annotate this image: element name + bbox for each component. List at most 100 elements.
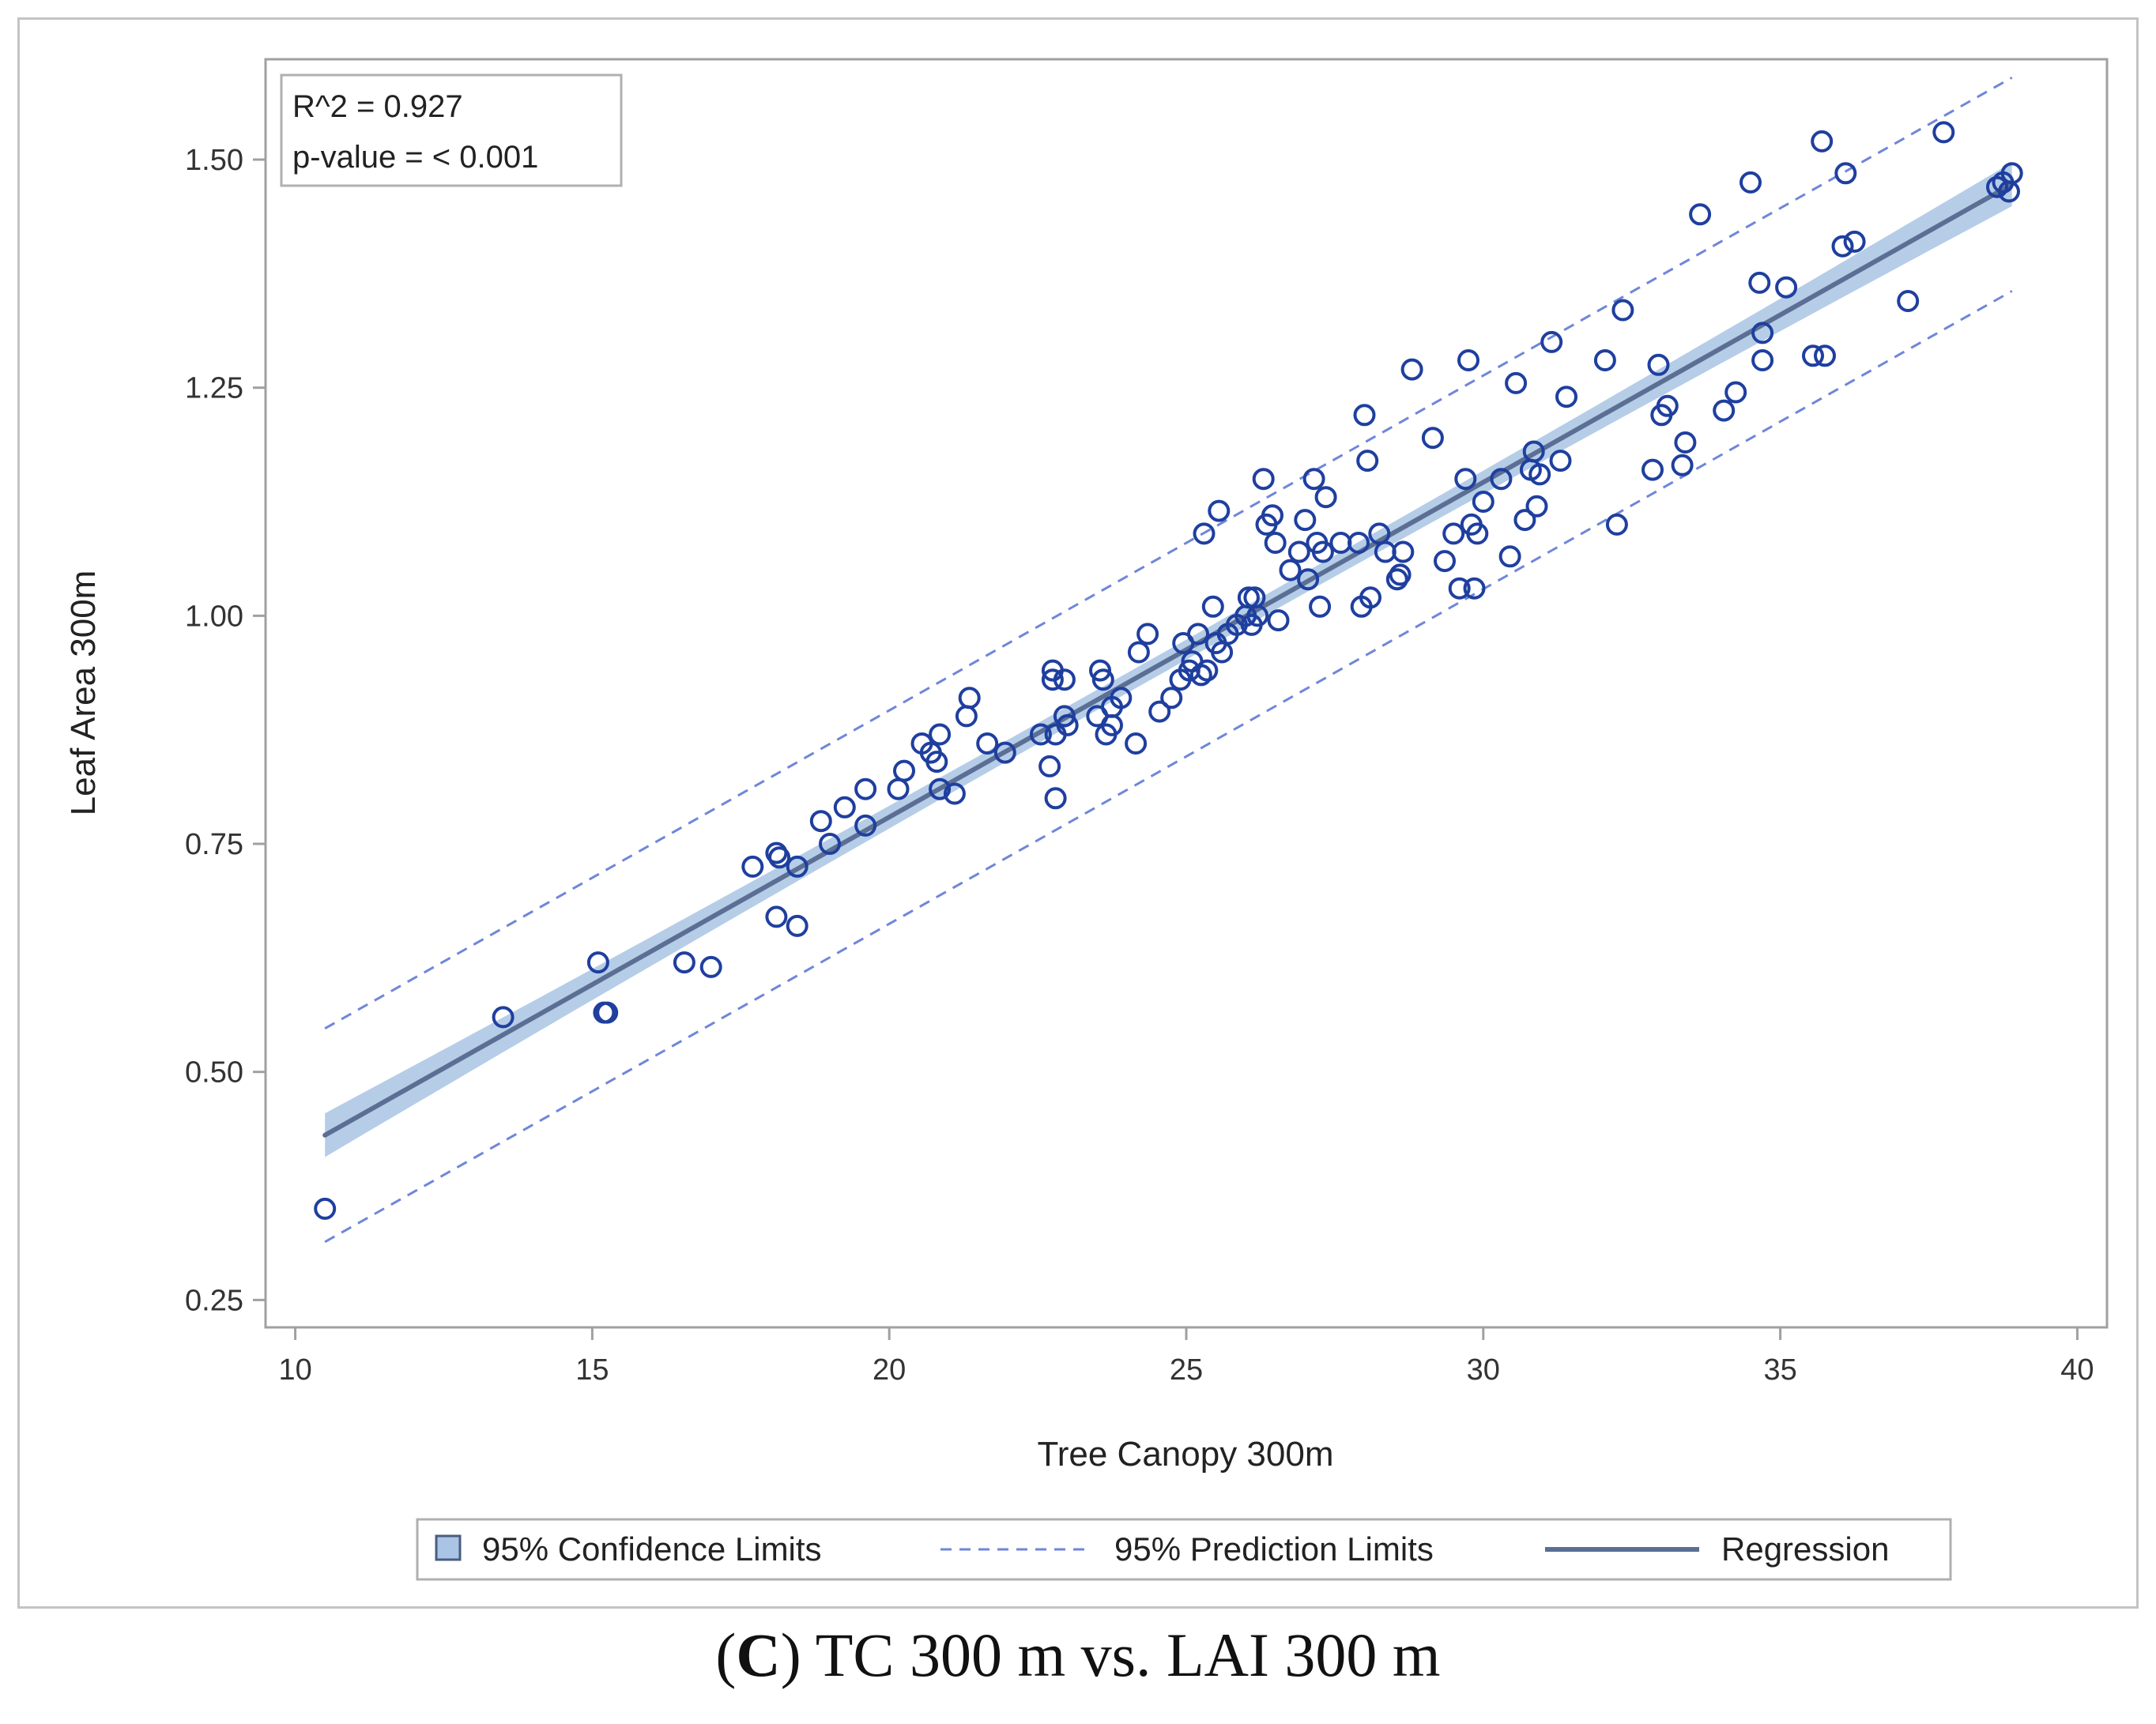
data-point: [993, 741, 1016, 764]
y-tick-label: 1.50: [185, 144, 243, 177]
data-point: [958, 687, 981, 710]
data-point: [1748, 271, 1771, 294]
data-point: [1751, 349, 1774, 371]
data-point: [1897, 290, 1920, 312]
data-point: [1160, 687, 1183, 710]
y-tick-label: 0.50: [185, 1056, 243, 1090]
data-point: [1400, 358, 1423, 381]
caption-prefix: (: [715, 1620, 737, 1689]
data-point: [1932, 121, 1955, 144]
data-point: [673, 951, 695, 974]
data-point: [1740, 171, 1762, 194]
data-point: [1136, 623, 1159, 646]
data-point: [1814, 344, 1836, 367]
data-point: [314, 1197, 337, 1220]
data-point: [854, 814, 877, 837]
data-point: [1348, 532, 1370, 554]
legend-prediction-label: 95% Prediction Limits: [1114, 1530, 1434, 1568]
data-point: [1466, 522, 1489, 545]
data-point: [1392, 540, 1415, 563]
data-point: [925, 751, 948, 774]
data-point: [929, 777, 952, 800]
data-point: [1091, 668, 1114, 691]
data-point: [1986, 175, 2008, 198]
data-point: [1264, 532, 1287, 554]
data-point: [1193, 522, 1216, 545]
data-point: [1261, 504, 1283, 527]
regression-line: [322, 182, 2015, 1138]
data-point: [1540, 330, 1563, 353]
y-tick-label: 1.00: [185, 600, 243, 633]
data-point: [1196, 659, 1219, 682]
data-point: [1287, 540, 1310, 563]
data-point: [1656, 394, 1679, 417]
data-point: [596, 1001, 619, 1024]
data-point: [1246, 604, 1269, 627]
data-point: [1279, 559, 1302, 582]
upper-prediction-limit: [324, 76, 2013, 1030]
x-tick-label: 10: [278, 1353, 311, 1387]
data-point: [1053, 668, 1076, 691]
data-point: [1457, 349, 1479, 371]
data-point: [1053, 705, 1076, 728]
data-point: [1359, 586, 1381, 609]
data-point: [1831, 235, 1854, 258]
data-point: [1549, 450, 1572, 472]
x-tick-label: 25: [1170, 1353, 1203, 1387]
scatter-chart: 10 15 20 25 30 35 40 0.25 0.50 0.75 1.00 1.25 1.50 R…: [64, 58, 2109, 1581]
data-point: [1252, 468, 1275, 491]
data-point: [1127, 641, 1150, 664]
data-point: [1201, 595, 1224, 618]
data-point: [1208, 499, 1231, 522]
data-point: [1802, 344, 1824, 367]
data-point: [833, 796, 856, 819]
data-point: [1041, 668, 1064, 691]
data-point: [1434, 550, 1456, 573]
data-point: [1237, 586, 1260, 609]
data-point: [1490, 468, 1513, 491]
stats-box-frame: [280, 73, 623, 187]
x-tick-label: 35: [1763, 1353, 1796, 1387]
data-point: [1555, 386, 1577, 408]
data-point: [1448, 577, 1471, 600]
data-point: [1647, 353, 1670, 376]
data-point: [1811, 130, 1834, 152]
y-tick-label: 1.25: [185, 372, 243, 405]
data-point: [765, 905, 788, 928]
data-point: [699, 955, 722, 978]
data-point: [1505, 371, 1528, 394]
data-point: [1713, 399, 1736, 422]
data-point: [1421, 427, 1444, 450]
legend: 95% Confidence Limits 95% Prediction Lim…: [416, 1518, 1952, 1581]
data-point: [809, 810, 832, 833]
data-point: [1605, 513, 1628, 536]
caption-letter: C: [736, 1620, 781, 1689]
x-tick-label: 30: [1467, 1353, 1500, 1387]
data-point: [1463, 577, 1486, 600]
data-point: [786, 855, 808, 878]
data-point: [1267, 609, 1290, 632]
data-point: [854, 777, 877, 800]
data-point: [1528, 463, 1551, 486]
x-tick-label: 15: [575, 1353, 609, 1387]
legend-confidence-swatch: [435, 1534, 462, 1561]
data-point: [1297, 568, 1320, 591]
data-point: [2000, 162, 2023, 185]
data-point: [1110, 687, 1133, 710]
data-point: [1498, 545, 1521, 568]
data-point: [786, 914, 808, 937]
data-point: [1294, 509, 1317, 532]
data-point: [1689, 203, 1712, 226]
data-point: [1775, 276, 1798, 299]
data-point: [586, 951, 609, 974]
y-axis-title: Leaf Area 300m: [64, 570, 103, 816]
p-value-text: p-value = < 0.001: [292, 140, 538, 175]
data-point: [1834, 162, 1857, 185]
data-point: [1148, 700, 1171, 723]
y-tick-label: 0.25: [185, 1284, 243, 1317]
data-point: [1089, 659, 1111, 682]
data-point: [741, 855, 764, 878]
legend-confidence-label: 95% Confidence Limits: [482, 1530, 822, 1568]
data-point: [1671, 454, 1694, 476]
data-point: [1029, 723, 1052, 746]
